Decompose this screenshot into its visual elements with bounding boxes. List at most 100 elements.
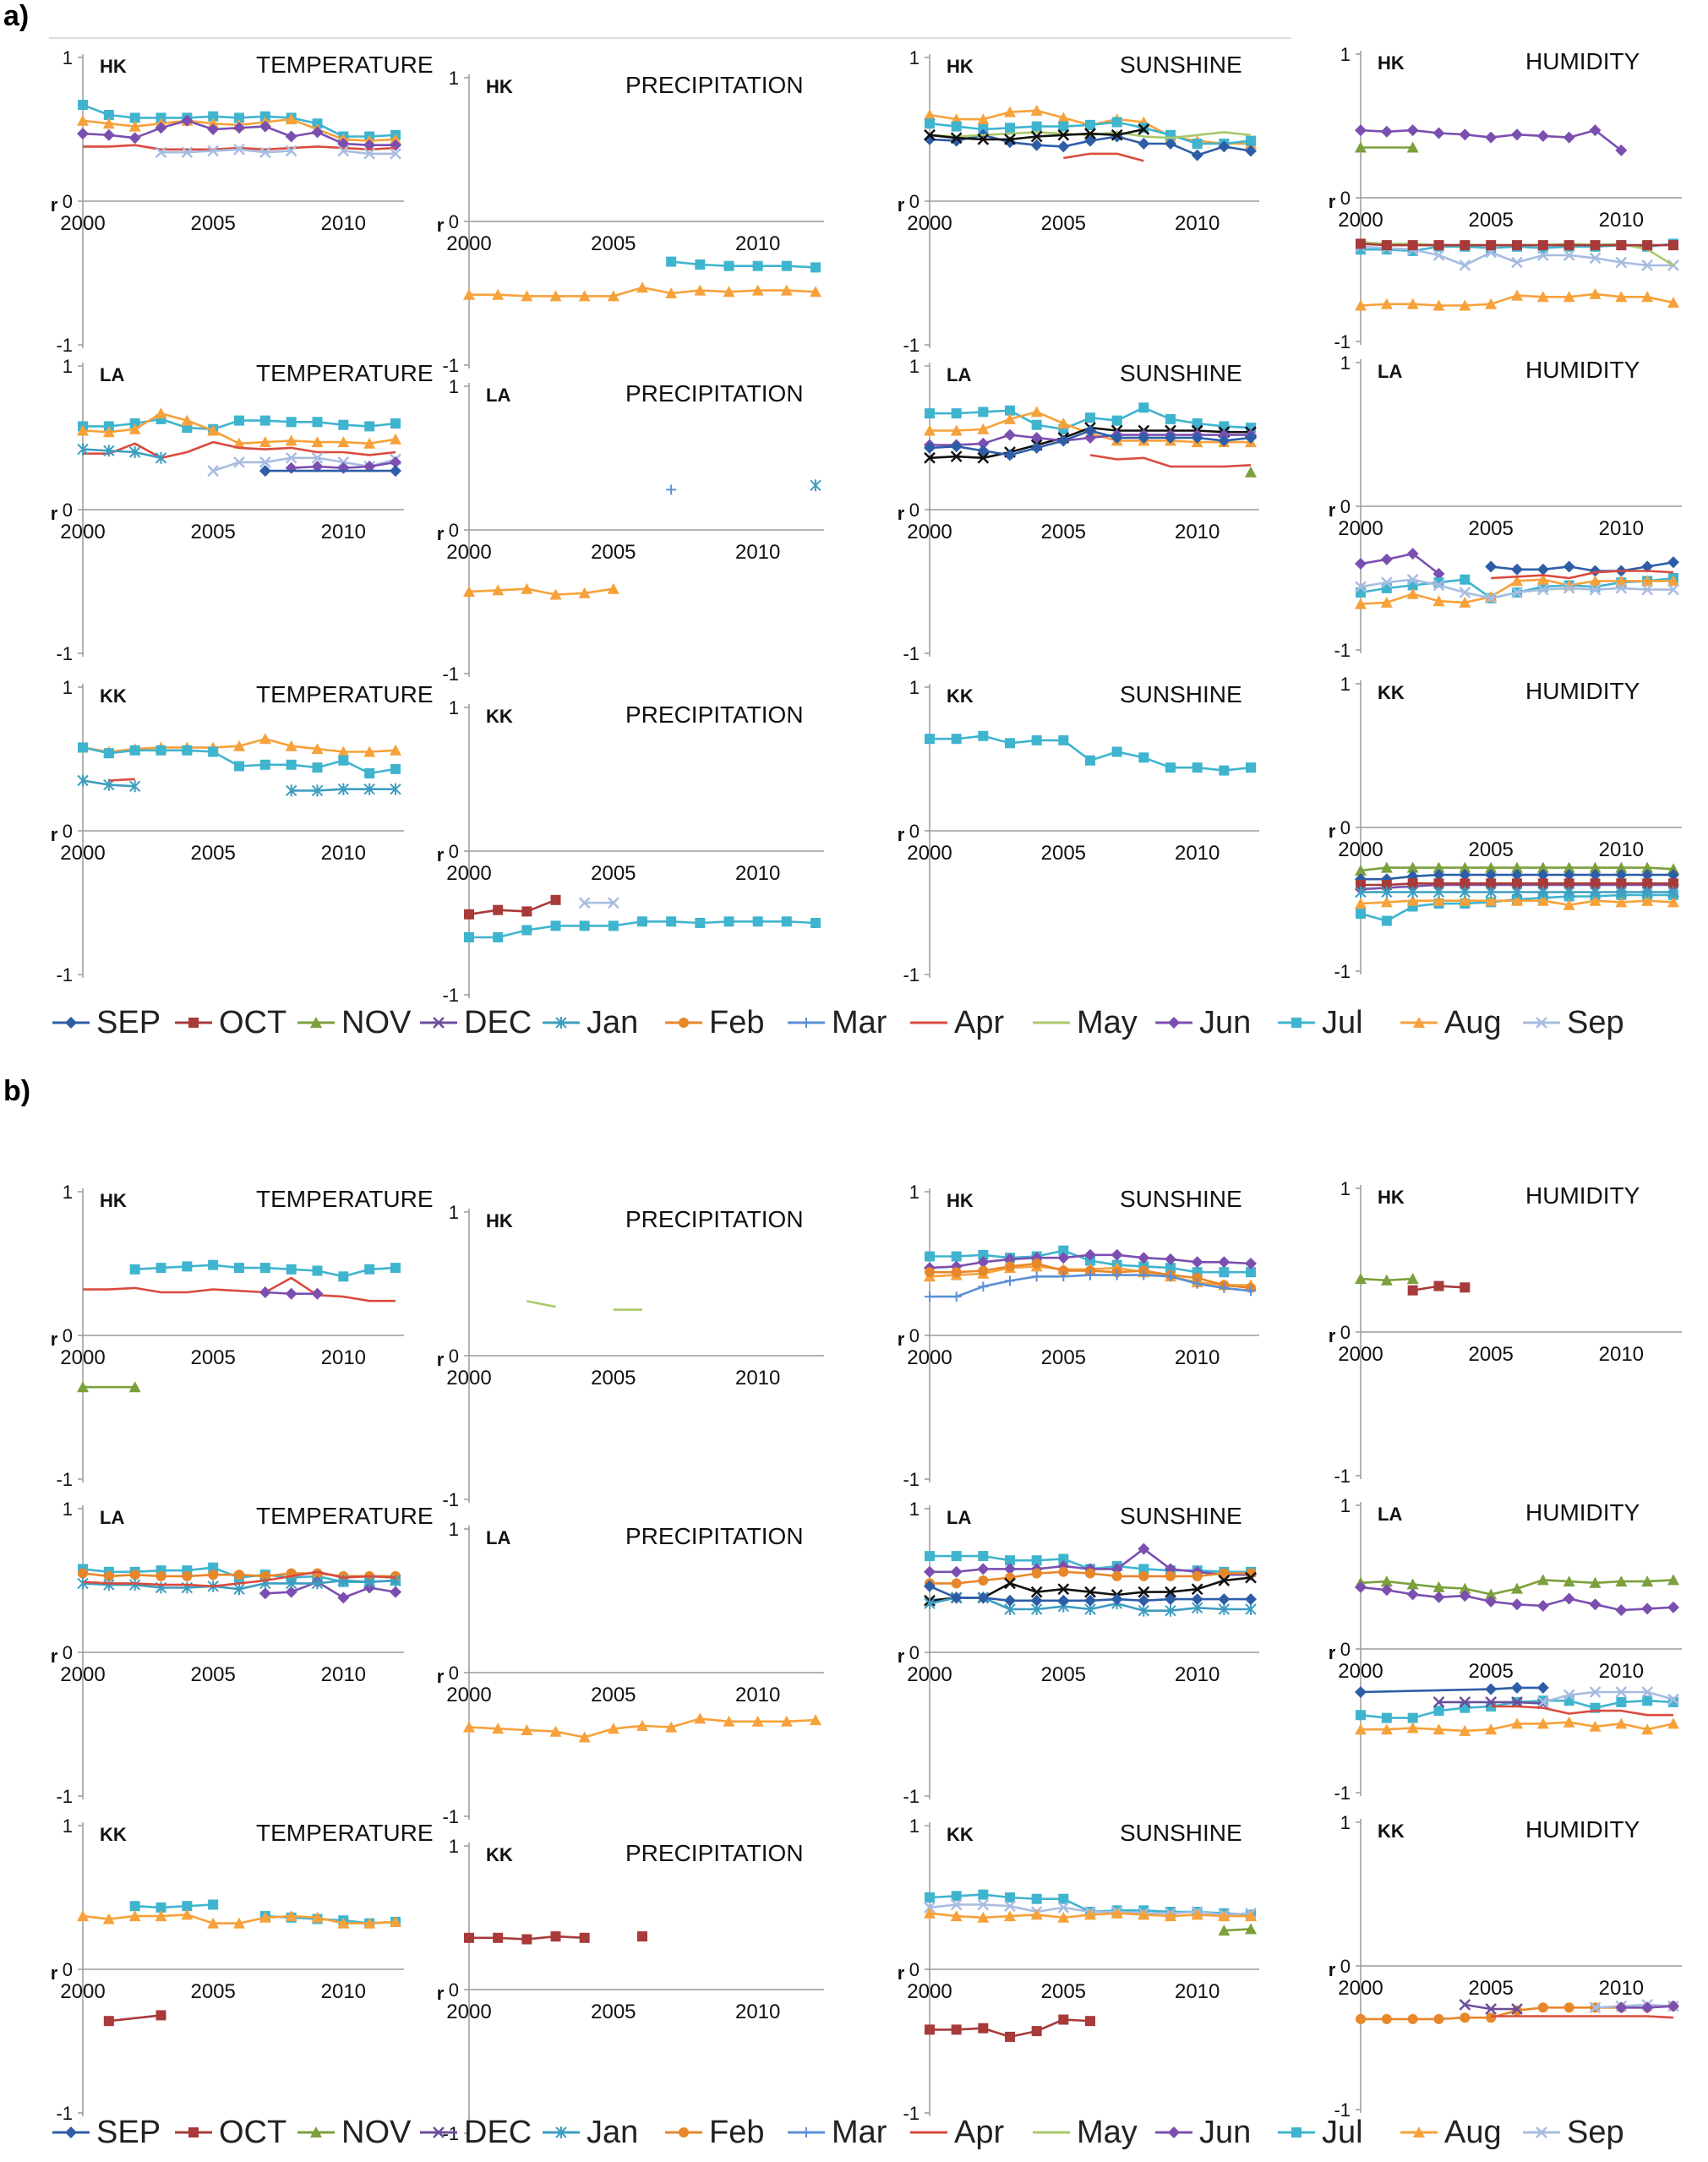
- data-point: [637, 916, 647, 927]
- data-point: [492, 584, 505, 596]
- legend-item-aug: Aug: [1399, 993, 1502, 1052]
- x-tick-label: 2010: [1599, 1660, 1644, 1683]
- data-point: [1615, 1604, 1628, 1617]
- data-point: [1536, 1717, 1549, 1729]
- data-point: [128, 1579, 141, 1591]
- data-point: [1432, 1581, 1445, 1592]
- legend-label: SEP: [96, 2114, 161, 2150]
- data-point: [234, 415, 244, 426]
- data-point: [182, 1901, 193, 1912]
- data-point: [1005, 2031, 1015, 2042]
- series-apr: [1491, 570, 1674, 580]
- data-point: [1406, 1588, 1419, 1601]
- data-point: [1407, 1285, 1418, 1296]
- data-point: [285, 740, 297, 751]
- data-point: [1511, 894, 1523, 906]
- data-point: [1641, 861, 1654, 873]
- part-b-label: b): [3, 1075, 31, 1107]
- legend-item-oct: OCT: [173, 2103, 286, 2162]
- y-tick-label: 0: [63, 191, 73, 212]
- data-point: [1004, 106, 1016, 117]
- legend-swatch: [543, 1017, 580, 1029]
- x-tick-label: 2005: [1468, 1660, 1513, 1683]
- y-tick-label: -1: [1334, 2099, 1351, 2121]
- data-point: [1031, 121, 1042, 132]
- data-point: [493, 904, 504, 915]
- data-point: [285, 1577, 297, 1590]
- chart-b-kk-temperature: 1 0 -1 2000 2005 2010 r KK TEMPERATURE: [51, 1815, 434, 2124]
- y-tick-label: 0: [1340, 1956, 1351, 1977]
- series-may: [527, 1300, 556, 1308]
- y-axis-label: r: [1329, 1325, 1336, 1346]
- legend-marker: [433, 2127, 445, 2138]
- data-point: [1407, 240, 1418, 251]
- data-point: [259, 1263, 270, 1274]
- y-tick-label: -1: [1334, 640, 1351, 661]
- data-point: [695, 259, 706, 270]
- y-tick-label: -1: [442, 1806, 459, 1827]
- data-point: [1459, 886, 1471, 898]
- y-tick-label: -1: [442, 1489, 459, 1510]
- legend-swatch: [910, 1021, 947, 1024]
- y-axis-label: r: [898, 1963, 905, 1984]
- legend-item-jan: Jan: [541, 993, 638, 1052]
- data-point: [234, 1570, 244, 1581]
- data-point: [128, 132, 141, 145]
- chart-a-la-sunshine: 1 0 -1 2000 2005 2010 r LA SUNSHINE: [898, 356, 1259, 664]
- legend-marker: [65, 2127, 77, 2138]
- y-tick-label: 1: [449, 1519, 459, 1540]
- data-point: [1245, 1923, 1257, 1935]
- data-point: [1616, 240, 1627, 251]
- y-axis-label: r: [437, 844, 445, 865]
- data-point: [1485, 1588, 1498, 1600]
- data-point: [156, 1570, 166, 1581]
- data-point: [781, 916, 792, 927]
- data-point: [950, 132, 963, 145]
- data-point: [977, 1898, 990, 1911]
- y-tick-label: -1: [903, 1786, 919, 1807]
- data-point: [1057, 1583, 1070, 1596]
- data-point: [364, 768, 375, 778]
- data-point: [1641, 894, 1654, 906]
- y-tick-label: 0: [63, 1642, 73, 1663]
- data-point: [1355, 1686, 1367, 1698]
- x-tick-label: 2005: [591, 862, 636, 885]
- data-point: [951, 1891, 962, 1902]
- panel-title: HUMIDITY: [1525, 48, 1640, 74]
- data-point: [156, 2010, 166, 2021]
- data-point: [1030, 1586, 1043, 1598]
- data-point: [311, 1911, 324, 1923]
- y-tick-label: 1: [909, 47, 919, 68]
- data-point: [977, 1911, 990, 1923]
- data-point: [1030, 1908, 1043, 1920]
- data-point: [1218, 1910, 1231, 1922]
- x-tick-label: 2000: [446, 1367, 491, 1389]
- panel-title: SUNSHINE: [1120, 52, 1242, 78]
- x-tick-label: 2005: [1468, 1343, 1513, 1366]
- data-point: [181, 114, 194, 127]
- site-label: KK: [1378, 682, 1405, 703]
- data-point: [1432, 595, 1445, 607]
- data-point: [364, 421, 375, 432]
- legend-label: DEC: [464, 1004, 532, 1040]
- data-point: [950, 1565, 963, 1578]
- data-point: [1563, 1716, 1575, 1728]
- data-point: [363, 745, 376, 757]
- data-point: [1615, 256, 1628, 269]
- data-point: [182, 1570, 193, 1581]
- data-point: [129, 112, 140, 123]
- data-point: [156, 745, 166, 756]
- x-tick-label: 2000: [60, 212, 105, 235]
- data-point: [1084, 128, 1096, 139]
- data-point: [978, 407, 989, 418]
- legend-swatch: [1278, 2127, 1315, 2137]
- y-axis-label: r: [437, 215, 445, 236]
- data-point: [1245, 1258, 1257, 1269]
- series-apr: [108, 778, 135, 782]
- data-point: [950, 450, 963, 462]
- data-point: [181, 1908, 194, 1920]
- data-point: [951, 1251, 962, 1262]
- y-tick-label: 0: [1340, 496, 1351, 517]
- data-point: [1433, 878, 1444, 889]
